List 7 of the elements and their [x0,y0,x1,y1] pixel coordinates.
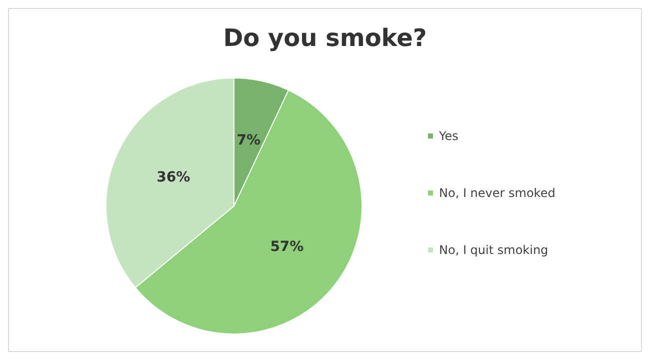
legend-label: No, I quit smoking [439,243,548,257]
data-label: 36% [156,169,190,186]
legend-label: No, I never smoked [439,186,556,200]
legend-label: Yes [438,129,458,143]
data-label: 57% [270,239,304,256]
data-label: 7% [236,132,261,149]
chart-title: Do you smoke? [223,24,427,52]
